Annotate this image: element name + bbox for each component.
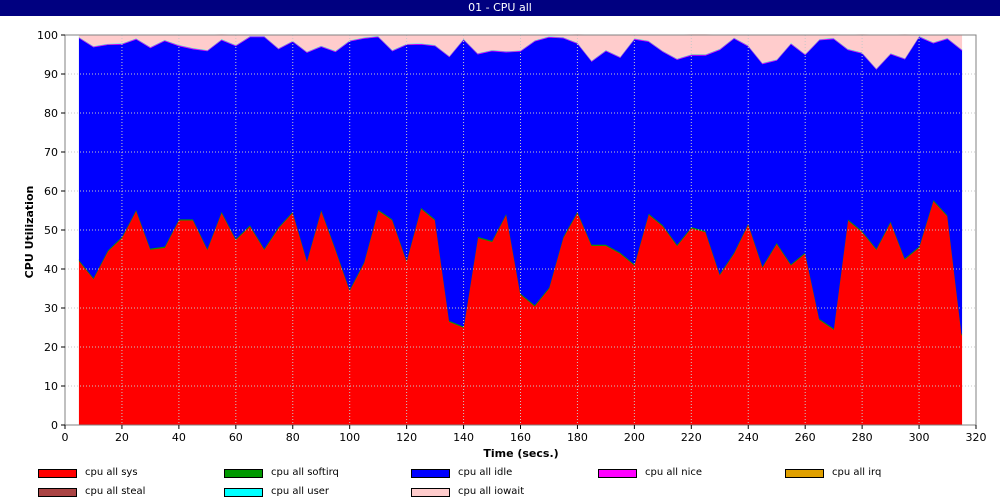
x-tick-label: 120: [396, 431, 417, 444]
legend-swatch: [411, 488, 450, 497]
legend-label: cpu all idle: [458, 467, 513, 478]
x-tick-label: 140: [453, 431, 474, 444]
y-axis-label: CPU Utilization: [23, 186, 36, 279]
legend-swatch: [598, 469, 637, 478]
legend-label: cpu all steal: [85, 486, 146, 497]
x-tick-label: 160: [510, 431, 531, 444]
x-tick-label: 40: [172, 431, 186, 444]
axes: 0 10 20 30 40 50 60 70 80 90 100 0 20 40 60 80 100 120 140…: [37, 29, 987, 444]
legend-label: cpu all softirq: [271, 467, 339, 478]
legend-label: cpu all iowait: [458, 486, 525, 497]
legend-swatch: [411, 469, 450, 478]
legend-label: cpu all irq: [832, 467, 882, 478]
y-tick-label: 40: [44, 263, 58, 276]
x-tick-label: 220: [681, 431, 702, 444]
legend-swatch: [38, 488, 77, 497]
y-tick-label: 100: [37, 29, 58, 42]
y-tick-label: 50: [44, 224, 58, 237]
x-tick-label: 100: [339, 431, 360, 444]
y-tick-label: 10: [44, 380, 58, 393]
x-tick-label: 300: [909, 431, 930, 444]
x-tick-label: 280: [852, 431, 873, 444]
legend-swatch: [224, 469, 263, 478]
y-tick-label: 30: [44, 302, 58, 315]
y-tick-label: 90: [44, 68, 58, 81]
x-axis-label: Time (secs.): [483, 447, 558, 460]
chart-title: 01 - CPU all: [0, 0, 1000, 16]
gridlines: [65, 34, 977, 425]
legend-swatch: [224, 488, 263, 497]
x-tick-label: 180: [567, 431, 588, 444]
x-tick-label: 60: [229, 431, 243, 444]
x-tick-label: 260: [795, 431, 816, 444]
x-tick-label: 320: [966, 431, 987, 444]
y-tick-label: 70: [44, 146, 58, 159]
legend-label: cpu all nice: [645, 467, 702, 478]
x-tick-label: 240: [738, 431, 759, 444]
x-tick-label: 200: [624, 431, 645, 444]
y-tick-label: 0: [51, 419, 58, 432]
x-tick-label: 20: [115, 431, 129, 444]
legend-label: cpu all user: [271, 486, 330, 497]
y-tick-label: 20: [44, 341, 58, 354]
y-tick-label: 80: [44, 107, 58, 120]
y-tick-label: 60: [44, 185, 58, 198]
legend-swatch: [785, 469, 824, 478]
legend-swatch: [38, 469, 77, 478]
x-tick-label: 80: [286, 431, 300, 444]
legend-label: cpu all sys: [85, 467, 138, 478]
x-tick-label: 0: [62, 431, 69, 444]
